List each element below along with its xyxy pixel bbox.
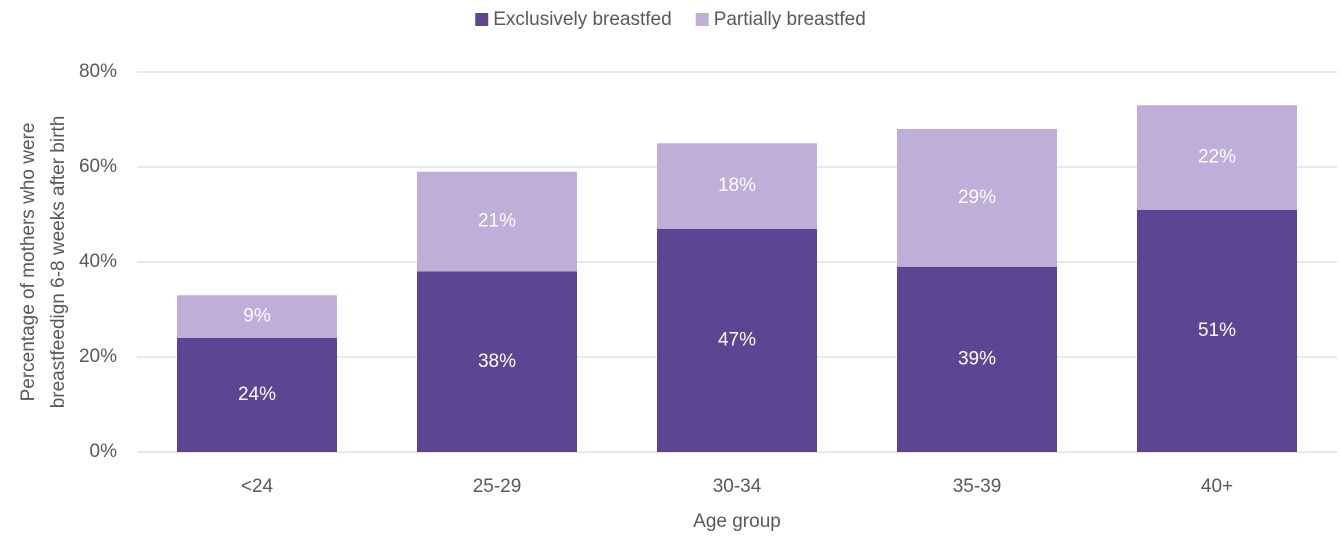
legend-swatch bbox=[695, 13, 709, 26]
data-label: 38% bbox=[478, 351, 516, 372]
data-label: 39% bbox=[958, 348, 996, 369]
y-tick-label: 60% bbox=[79, 156, 117, 177]
y-axis-title-line: breastfeedign 6-8 weeks after birth bbox=[48, 116, 69, 409]
bar-segment bbox=[177, 338, 337, 452]
y-tick-label: 40% bbox=[79, 251, 117, 272]
data-label: 29% bbox=[958, 187, 996, 208]
bar-segment bbox=[417, 271, 577, 452]
legend-swatch bbox=[475, 13, 489, 26]
bar-segment bbox=[657, 228, 817, 452]
data-label: 24% bbox=[238, 384, 276, 405]
bar-segment bbox=[1137, 209, 1297, 452]
bar-segment bbox=[1137, 105, 1297, 210]
x-tick-label: <24 bbox=[241, 476, 274, 497]
y-tick-label: 20% bbox=[79, 346, 117, 367]
data-label: 47% bbox=[718, 329, 756, 350]
x-tick-label: 40+ bbox=[1201, 476, 1233, 497]
x-tick-label: 25-29 bbox=[473, 476, 522, 497]
data-label: 9% bbox=[243, 306, 271, 327]
y-axis-title: Percentage of mothers who were breastfee… bbox=[18, 116, 69, 409]
data-label: 21% bbox=[478, 211, 516, 232]
x-axis-title: Age group bbox=[693, 511, 781, 532]
x-tick-label: 35-39 bbox=[953, 476, 1002, 497]
bar-segment bbox=[177, 295, 337, 338]
data-label: 22% bbox=[1198, 147, 1236, 168]
bar-segment bbox=[897, 129, 1057, 267]
y-tick-label: 80% bbox=[79, 61, 117, 82]
legend-label: Exclusively breastfed bbox=[493, 9, 671, 30]
legend: Exclusively breastfed Partially breastfed bbox=[475, 9, 866, 30]
bar-segment bbox=[657, 143, 817, 229]
bar-segment bbox=[897, 266, 1057, 452]
y-axis-title-line: Percentage of mothers who were bbox=[18, 123, 39, 402]
y-tick-label: 0% bbox=[90, 441, 118, 462]
data-label: 51% bbox=[1198, 320, 1236, 341]
data-label: 18% bbox=[718, 175, 756, 196]
legend-label: Partially breastfed bbox=[714, 9, 866, 30]
x-tick-label: 30-34 bbox=[713, 476, 762, 497]
bar-segment bbox=[417, 171, 577, 272]
